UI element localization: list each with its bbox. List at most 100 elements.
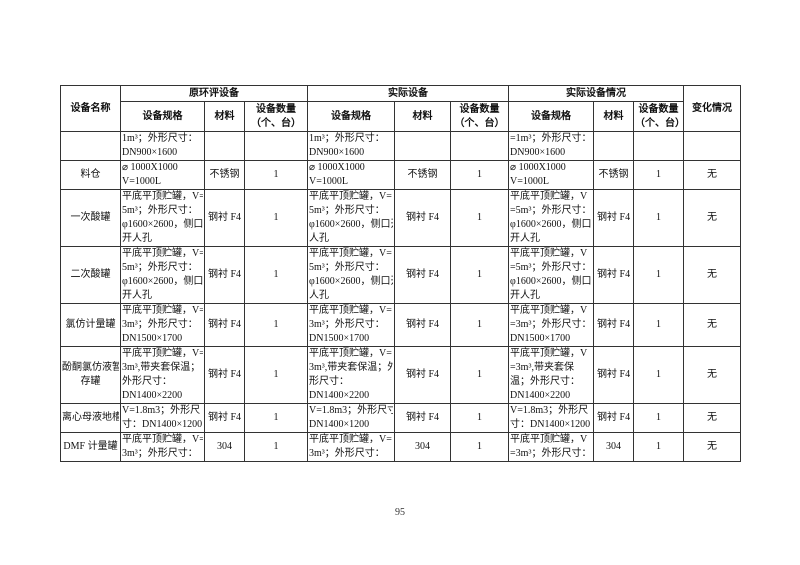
spec-cell: 1m³；外形尺寸： DN900×1600: [307, 131, 396, 161]
spec-cell: 平底平顶贮罐，V= 3m³,带夹套保温；外形尺寸： DN1400×2200: [307, 346, 396, 404]
value-cell: 1: [243, 346, 309, 404]
spec-cell: 平底平顶贮罐，V =3m³；外形尺寸：: [508, 432, 595, 462]
text-line: DN900×1600: [510, 147, 566, 158]
header-row: 设备规格 材料 设备数量 （个、台） 设备规格 材料 设备数量 （个、台） 设备规格 材料 设备数量…: [61, 101, 741, 132]
value-cell: [394, 131, 452, 161]
spec-cell: 平底平顶贮罐，V=5m³；外形尺寸：φ1600×2600，侧口开人孔: [307, 246, 396, 304]
header-row: 设备名称 原环评设备 实际设备 实际设备情况 变化情况: [60, 85, 742, 132]
text-line: φ1600×2600，侧口开: [309, 219, 394, 230]
text-line: DMF 计量罐: [63, 441, 118, 452]
text-line: 5m³；外形尺寸：: [122, 262, 198, 273]
header-cell: 材料: [204, 101, 245, 132]
text-line: 3m³,带夹套保温；外: [309, 362, 394, 373]
text-line: 1: [656, 369, 662, 380]
text-line: φ1600×2600，侧口: [510, 219, 592, 230]
value-cell: 1: [633, 303, 685, 347]
text-line: 设备数量: [256, 103, 297, 115]
text-line: 温；外形尺寸：: [510, 376, 581, 387]
text-line: 实际设备情况: [566, 87, 627, 99]
spec-cell: 平底平顶贮罐，V=5m³；外形尺寸：φ1600×2600，侧口开人孔: [307, 189, 396, 247]
text-line: 平底平顶贮罐，V=: [122, 434, 203, 445]
spec-cell: V=1.8m3；外形尺寸：DN1400×1200: [120, 403, 205, 433]
text-line: 人孔: [309, 290, 330, 301]
text-line: 无: [707, 212, 718, 223]
text-line: 平底平顶贮罐，V=: [122, 248, 203, 259]
header-cell: 材料: [394, 101, 452, 132]
text-line: 钢衬 F4: [207, 269, 242, 280]
text-line: φ1600×2600，侧口: [122, 276, 203, 287]
text-line: 1: [656, 441, 662, 452]
value-cell: 1: [633, 160, 685, 190]
text-line: 寸：DN1400×1200: [510, 419, 591, 430]
spec-cell: 平底平顶贮罐，V=5m³；外形尺寸：φ1600×2600，侧口开人孔: [508, 189, 595, 247]
text-line: 1: [656, 319, 662, 330]
text-line: 1: [656, 212, 662, 223]
text-line: 平底平顶贮罐，V=: [122, 305, 203, 316]
text-line: 外形尺寸：: [122, 376, 172, 387]
value-cell: 无: [683, 346, 742, 404]
text-line: 3m³；外形尺寸：: [122, 319, 198, 330]
text-line: DN900×1600: [309, 147, 365, 158]
text-line: 1: [656, 412, 662, 423]
value-cell: 钢衬 F4: [394, 189, 452, 247]
text-line: φ1600×2600，侧口: [510, 276, 592, 287]
value-cell: 1: [450, 303, 510, 347]
value-cell: 1: [633, 403, 685, 433]
text-line: 5m³；外形尺寸：: [309, 262, 385, 273]
value-cell: 不锈钢: [204, 160, 245, 190]
value-cell: [204, 131, 245, 161]
name-cell: 一次酸罐: [60, 189, 121, 247]
value-cell: 304: [394, 432, 452, 462]
text-line: 1: [477, 441, 483, 452]
value-cell: 1: [243, 246, 309, 304]
value-cell: 钢衬 F4: [394, 246, 452, 304]
text-line: 材料: [603, 110, 624, 122]
table-row: 二次酸罐 平底平顶贮罐，V= 5m³；外形尺寸： φ1600×2600，侧口 开人孔 钢衬…: [60, 246, 742, 304]
value-cell: [633, 131, 685, 161]
value-cell: 钢衬 F4: [593, 189, 635, 247]
value-cell: 钢衬 F4: [204, 303, 245, 347]
text-line: V=1000L: [309, 176, 349, 187]
text-line: V=1.8m3；外形尺: [122, 405, 201, 416]
table-row: 酚酮氯仿液暂 存罐 平底平顶贮罐，V= 3m³,带夹套保温； 外形尺寸： DN1400×2…: [60, 346, 742, 404]
text-line: 平底平顶贮罐，V: [510, 348, 588, 359]
table-row: 离心母液地槽 V=1.8m3；外形尺 寸：DN1400×1200 钢衬 F4 1 V=1.…: [60, 403, 742, 433]
name-cell: 料仓: [60, 160, 121, 190]
text-line: 原环评设备: [189, 87, 240, 99]
value-cell: 钢衬 F4: [394, 346, 452, 404]
text-line: 1: [273, 319, 279, 330]
text-line: 存罐: [80, 376, 101, 387]
spec-cell: ⌀ 1000X1000 V=1000L: [120, 160, 205, 190]
header-cell: 设备数量 （个、台）: [450, 101, 510, 132]
header-cell: 设备名称: [60, 85, 121, 132]
text-line: 1: [477, 319, 483, 330]
text-line: 开人孔: [510, 233, 541, 244]
text-line: 钢衬 F4: [597, 269, 631, 280]
spec-cell: 平底平顶贮罐，V =3m³；外形尺寸： DN1500×1700: [508, 303, 595, 347]
text-line: ⌀ 1000X1000: [122, 162, 178, 173]
text-line: ⌀ 1000X1000: [510, 162, 566, 173]
text-line: 304: [415, 441, 431, 452]
text-line: =5m³；外形尺寸：: [510, 205, 592, 216]
page-number: 95: [395, 507, 405, 518]
text-line: 材料: [214, 110, 235, 122]
text-line: 设备名称: [70, 102, 111, 114]
table-row: 氯仿计量罐 平底平顶贮罐，V= 3m³；外形尺寸： DN1500×1700 钢衬 F4 1…: [60, 303, 742, 347]
name-cell: 离心母液地槽: [60, 403, 121, 433]
text-line: 无: [707, 369, 718, 380]
text-line: 变化情况: [692, 102, 733, 114]
text-line: 5m³；外形尺寸：: [309, 205, 385, 216]
text-line: 开人孔: [122, 290, 152, 301]
value-cell: [243, 131, 309, 161]
value-cell: 钢衬 F4: [204, 189, 245, 247]
text-line: 平底平顶贮罐，V=: [122, 191, 203, 202]
name-cell: 酚酮氯仿液暂 存罐: [60, 346, 121, 404]
text-line: 1m³；外形尺寸：: [309, 133, 385, 144]
name-cell: 二次酸罐: [60, 246, 121, 304]
spec-cell: =1m³；外形尺寸： DN900×1600: [508, 131, 595, 161]
text-line: 设备规格: [331, 110, 372, 122]
value-cell: 无: [683, 189, 742, 247]
text-line: 1: [273, 169, 279, 180]
table-row: 1m³；外形尺寸： DN900×1600 1m³；外形尺寸： DN900×1600 =1…: [60, 131, 742, 161]
text-line: 设备数量: [459, 103, 500, 115]
